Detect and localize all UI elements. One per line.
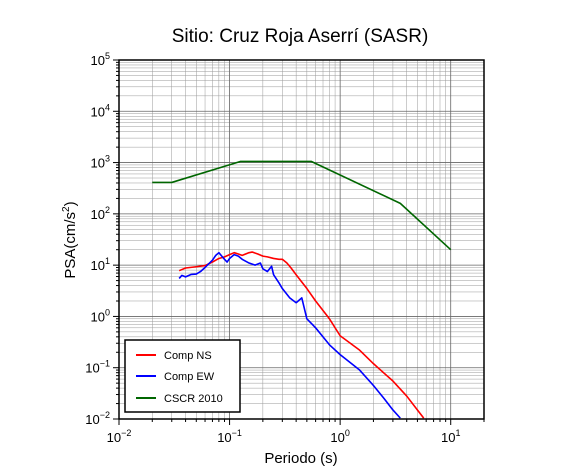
tick-exponent: 1 [105, 256, 110, 266]
y-axis-label-tail: ) [62, 201, 79, 206]
tick-base: 10 [217, 430, 231, 445]
x-axis-label: Periodo (s) [264, 450, 337, 467]
chart-title: Sitio: Cruz Roja Aserrí (SASR) [172, 26, 429, 47]
tick-base: 10 [91, 258, 105, 273]
y-axis-label-main: PSA(cm/s [62, 212, 79, 279]
x-tick-label: 10−2 [107, 428, 132, 445]
y-tick-label: 10−2 [85, 410, 110, 427]
y-tick-label: 103 [91, 154, 110, 171]
tick-exponent: 0 [345, 428, 350, 438]
y-tick-label: 105 [91, 51, 110, 68]
series-line-comp-ew [178, 251, 401, 419]
x-tick-labels: 10−2 10−1 100 101 [107, 428, 461, 445]
x-tick-label: 10−1 [217, 428, 242, 445]
tick-base: 10 [107, 430, 121, 445]
y-axis-label: PSA(cm/s2) [61, 201, 79, 278]
y-tick-label: 10−1 [85, 359, 110, 376]
tick-exponent: 0 [105, 307, 110, 317]
axis-ticks [113, 59, 485, 425]
series-line-comp-ns [178, 251, 425, 419]
tick-exponent: 3 [105, 154, 110, 164]
tick-base: 10 [85, 361, 99, 376]
tick-base: 10 [91, 104, 105, 119]
minor-gridlines [119, 60, 485, 419]
tick-exponent: 5 [105, 51, 110, 61]
y-tick-label: 100 [91, 307, 110, 324]
series-line-cscr-2010 [152, 160, 452, 251]
tick-base: 10 [91, 207, 105, 222]
tick-exponent: 1 [455, 428, 460, 438]
tick-base: 10 [91, 156, 105, 171]
plot-frame [118, 59, 485, 420]
tick-exponent: 4 [105, 102, 110, 112]
legend-label-ew: Comp EW [164, 371, 215, 383]
legend-label-cscr: CSCR 2010 [164, 393, 223, 405]
tick-exponent: 2 [105, 205, 110, 215]
tick-exponent: −2 [121, 428, 131, 438]
tick-base: 10 [91, 53, 105, 68]
tick-base: 10 [330, 430, 344, 445]
tick-base: 10 [91, 309, 105, 324]
series-layer [152, 160, 452, 419]
x-tick-label: 101 [441, 428, 460, 445]
tick-base: 10 [85, 412, 99, 427]
y-axis-label-sup: 2 [61, 206, 72, 212]
y-tick-label: 101 [91, 256, 110, 273]
tick-exponent: −1 [100, 359, 110, 369]
y-tick-label: 104 [91, 102, 110, 119]
x-tick-label: 100 [330, 428, 349, 445]
tick-exponent: −2 [100, 410, 110, 420]
legend: Comp NS Comp EW CSCR 2010 [124, 339, 241, 413]
tick-base: 10 [441, 430, 455, 445]
legend-label-ns: Comp NS [164, 350, 212, 362]
tick-exponent: −1 [232, 428, 242, 438]
y-tick-label: 102 [91, 205, 110, 222]
